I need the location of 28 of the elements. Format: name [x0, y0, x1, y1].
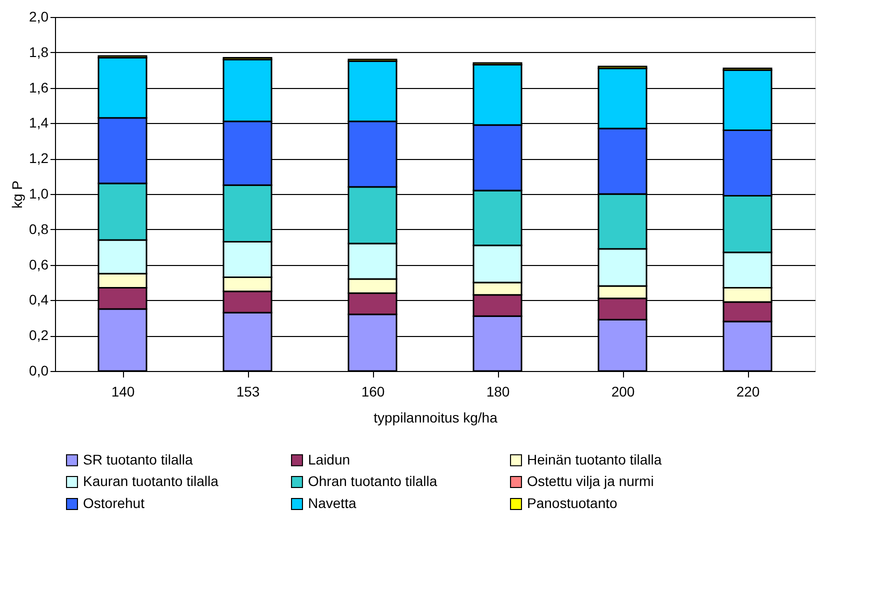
y-tick-label: 2,0 [29, 8, 49, 24]
x-tick-label: 140 [111, 384, 135, 400]
y-tick-label: 1,6 [29, 79, 49, 96]
x-tick-label: 220 [736, 384, 760, 400]
legend-label: Navetta [308, 495, 356, 511]
legend-label: Ostettu vilja ja nurmi [527, 473, 654, 489]
x-tick-label: 153 [236, 384, 260, 400]
legend-label: SR tuotanto tilalla [83, 451, 193, 468]
y-tick-label: 1,0 [29, 186, 49, 202]
x-tick-label: 160 [361, 384, 385, 400]
legend-label: Ostorehut [83, 495, 145, 511]
x-tick-label: 180 [486, 384, 510, 400]
y-axis-title: kg P [9, 180, 26, 209]
legend-label: Heinän tuotanto tilalla [527, 451, 662, 468]
x-axis-title: typpilannoitus kg/ha [374, 410, 498, 426]
x-tick-label: 200 [611, 384, 635, 400]
y-tick-label: 1,4 [29, 114, 49, 131]
y-tick-label: 1,8 [29, 44, 49, 60]
y-tick-label: 0,6 [29, 256, 49, 272]
y-tick-label: 0,0 [29, 362, 49, 378]
legend-label: Ohran tuotanto tilalla [308, 473, 438, 489]
legend-label: Laidun [308, 451, 350, 468]
legend-label: Kauran tuotanto tilalla [83, 473, 219, 489]
y-tick-label: 0,2 [29, 327, 49, 344]
y-tick-label: 0,4 [29, 292, 49, 308]
legend-label: Panostuotanto [527, 495, 618, 511]
y-tick-label: 0,8 [29, 220, 49, 237]
y-tick-label: 1,2 [29, 150, 49, 166]
